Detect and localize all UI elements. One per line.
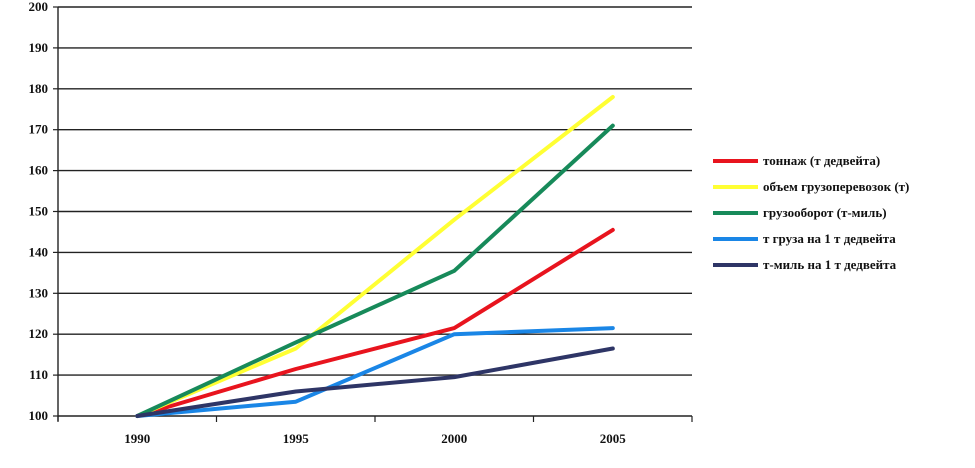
series-line (135, 95, 615, 418)
series-line (135, 123, 615, 418)
x-tick-label: 1995 (283, 431, 310, 446)
legend-label: объем грузоперевозок (т) (763, 179, 909, 194)
y-tick-label: 110 (29, 367, 48, 382)
series-line (135, 346, 615, 418)
legend: тоннаж (т дедвейта) объем грузоперевозок … (713, 153, 909, 272)
x-tick-label: 1990 (124, 431, 150, 446)
y-tick-label: 200 (29, 0, 49, 14)
legend-label: т-миль на 1 т дедвейта (763, 257, 897, 272)
y-tick-label: 190 (29, 40, 49, 55)
y-tick-label: 100 (29, 408, 49, 423)
legend-label: т груза на 1 т дедвейта (763, 231, 896, 246)
y-tick-label: 130 (29, 285, 49, 300)
x-tick-label: 2000 (441, 431, 467, 446)
y-tick-label: 120 (29, 326, 49, 341)
legend-label: грузооборот (т-миль) (763, 205, 887, 220)
y-tick-label: 160 (29, 163, 49, 178)
gridlines (58, 6, 692, 417)
y-tick-label: 140 (29, 244, 49, 259)
series-line (135, 227, 615, 418)
series-lines (135, 95, 615, 418)
x-axis: 1990 1995 2000 2005 (57, 416, 693, 446)
legend-label: тоннаж (т дедвейта) (763, 153, 880, 168)
x-tick-label: 2005 (600, 431, 627, 446)
y-tick-label: 150 (29, 204, 49, 219)
series-line (135, 326, 615, 418)
y-tick-label: 170 (29, 122, 49, 137)
y-axis: 100 110 120 130 140 150 160 170 180 190 200 (29, 0, 59, 423)
y-tick-label: 180 (29, 81, 49, 96)
